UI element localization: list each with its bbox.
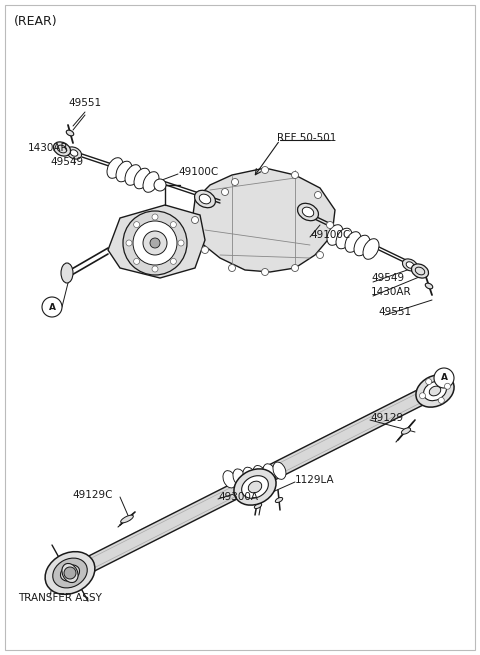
Circle shape — [133, 258, 140, 265]
Ellipse shape — [243, 467, 256, 485]
Ellipse shape — [254, 504, 262, 508]
Text: (REAR): (REAR) — [14, 16, 58, 29]
Ellipse shape — [241, 476, 268, 498]
Text: 49549: 49549 — [50, 157, 83, 167]
Ellipse shape — [253, 466, 266, 483]
Ellipse shape — [336, 228, 352, 249]
Circle shape — [228, 265, 236, 272]
Text: 1430AR: 1430AR — [371, 287, 412, 297]
Circle shape — [314, 191, 322, 198]
Circle shape — [170, 221, 176, 228]
Circle shape — [126, 240, 132, 246]
Circle shape — [426, 379, 432, 384]
Circle shape — [231, 179, 239, 185]
Ellipse shape — [248, 481, 262, 493]
Circle shape — [123, 211, 187, 275]
Ellipse shape — [143, 172, 159, 193]
Circle shape — [221, 189, 228, 195]
Polygon shape — [108, 205, 205, 278]
Circle shape — [434, 368, 454, 388]
Circle shape — [152, 214, 158, 220]
Ellipse shape — [134, 168, 150, 189]
Ellipse shape — [125, 164, 141, 185]
Text: REF 50-501: REF 50-501 — [277, 133, 336, 143]
Circle shape — [178, 240, 184, 246]
Circle shape — [444, 383, 451, 389]
Ellipse shape — [116, 161, 132, 182]
Ellipse shape — [345, 232, 361, 252]
Circle shape — [202, 246, 208, 253]
Circle shape — [262, 166, 268, 174]
Text: A: A — [441, 373, 447, 383]
Ellipse shape — [425, 283, 433, 289]
Circle shape — [192, 217, 199, 223]
Ellipse shape — [416, 375, 454, 407]
Ellipse shape — [402, 259, 418, 271]
Ellipse shape — [53, 142, 71, 156]
Ellipse shape — [429, 386, 441, 396]
Circle shape — [152, 266, 158, 272]
Circle shape — [291, 265, 299, 272]
Ellipse shape — [53, 558, 87, 588]
Ellipse shape — [66, 147, 82, 159]
Circle shape — [170, 258, 176, 265]
Polygon shape — [51, 383, 439, 589]
Ellipse shape — [57, 145, 67, 153]
Ellipse shape — [120, 515, 133, 523]
Ellipse shape — [45, 552, 95, 594]
Ellipse shape — [302, 207, 314, 217]
Ellipse shape — [223, 471, 236, 488]
Circle shape — [42, 297, 62, 317]
Ellipse shape — [62, 563, 78, 582]
Ellipse shape — [415, 267, 425, 275]
Ellipse shape — [406, 262, 414, 269]
Text: 49100C: 49100C — [178, 167, 218, 177]
Circle shape — [133, 221, 177, 265]
Text: A: A — [48, 303, 56, 312]
Circle shape — [262, 269, 268, 276]
Ellipse shape — [194, 191, 216, 208]
Text: TRANSFER ASSY: TRANSFER ASSY — [18, 593, 102, 603]
Ellipse shape — [401, 428, 410, 434]
Ellipse shape — [107, 158, 123, 178]
Circle shape — [133, 221, 140, 228]
Circle shape — [143, 231, 167, 255]
Ellipse shape — [276, 497, 283, 502]
Circle shape — [420, 393, 425, 399]
Ellipse shape — [66, 130, 74, 136]
Ellipse shape — [263, 464, 276, 481]
Circle shape — [438, 398, 444, 403]
Text: 49129: 49129 — [370, 413, 403, 423]
Text: 49551: 49551 — [378, 307, 411, 317]
Circle shape — [316, 252, 324, 259]
Ellipse shape — [233, 469, 246, 486]
Circle shape — [326, 221, 334, 229]
Polygon shape — [192, 168, 335, 272]
Ellipse shape — [70, 150, 78, 157]
Text: 49300A: 49300A — [218, 492, 258, 502]
Ellipse shape — [273, 462, 286, 479]
Circle shape — [291, 172, 299, 179]
Text: 49549: 49549 — [371, 273, 404, 283]
Ellipse shape — [327, 225, 343, 246]
Ellipse shape — [423, 381, 446, 401]
Text: 49551: 49551 — [68, 98, 101, 108]
Circle shape — [154, 179, 166, 191]
Ellipse shape — [61, 263, 73, 283]
Text: 1129LA: 1129LA — [295, 475, 335, 485]
Text: 49129C: 49129C — [72, 490, 112, 500]
Ellipse shape — [298, 203, 318, 221]
Ellipse shape — [363, 238, 379, 259]
Ellipse shape — [199, 194, 211, 204]
Ellipse shape — [234, 469, 276, 505]
Text: 1430AR: 1430AR — [28, 143, 69, 153]
Circle shape — [64, 567, 76, 579]
Text: 49100C: 49100C — [310, 230, 350, 240]
Circle shape — [150, 238, 160, 248]
Ellipse shape — [60, 565, 80, 581]
Ellipse shape — [411, 264, 429, 278]
Ellipse shape — [354, 235, 370, 256]
